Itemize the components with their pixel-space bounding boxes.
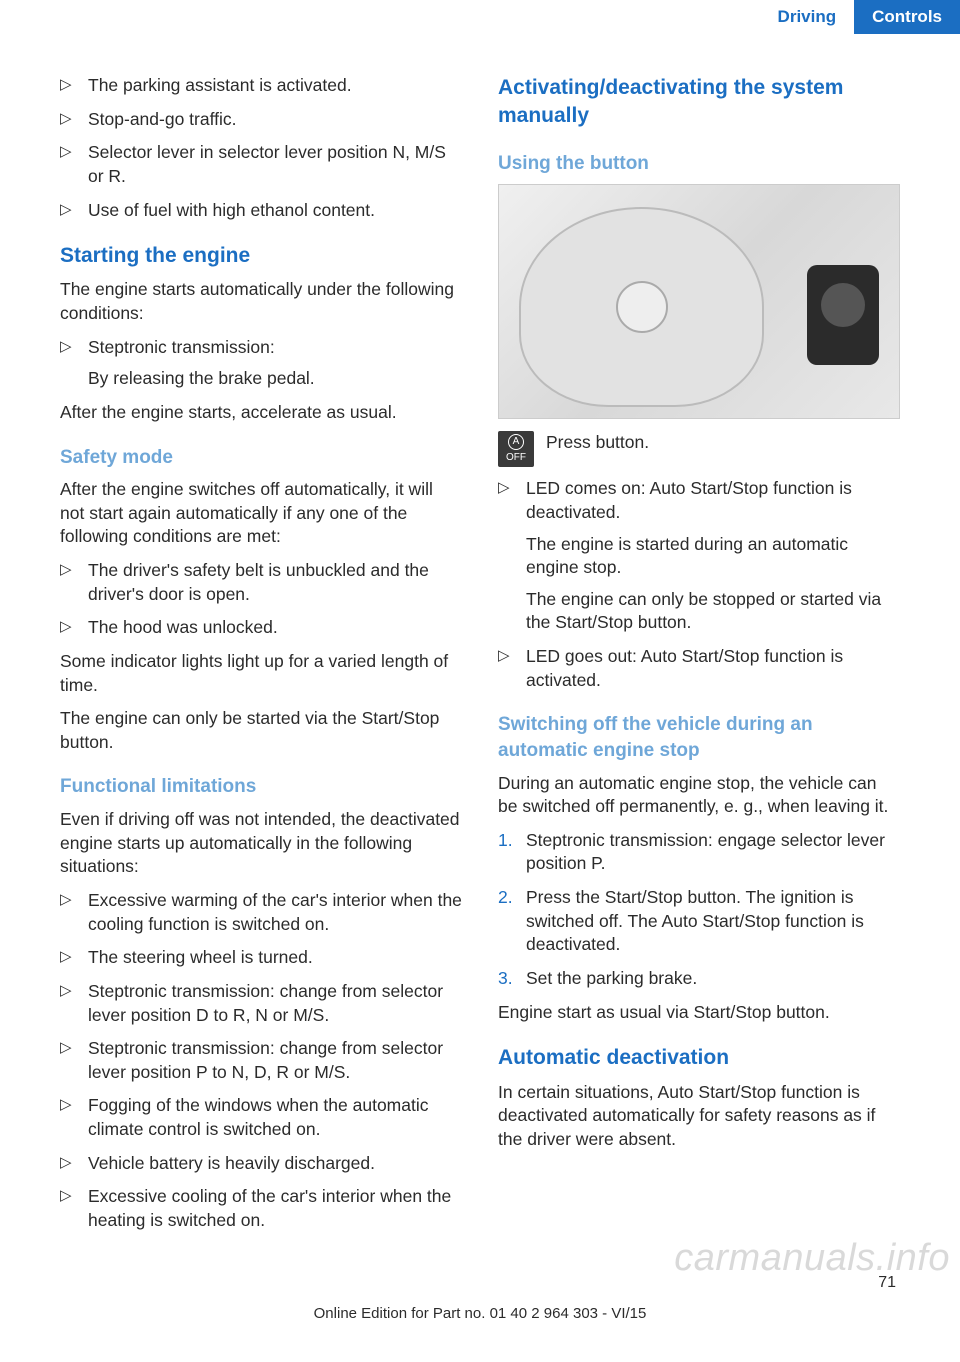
header-tabs: Driving Controls	[0, 0, 960, 34]
press-button-label: Press button.	[546, 431, 649, 455]
list-item: Steptronic transmission: change from se­…	[60, 980, 462, 1027]
left-column: The parking assistant is activated. Stop…	[60, 74, 462, 1264]
list-item: The parking assistant is activated.	[60, 74, 462, 98]
start-stop-button-shape	[807, 265, 879, 365]
body-text: The engine starts automatically under th…	[60, 278, 462, 325]
step-item: 1. Steptronic transmission: engage select…	[498, 829, 900, 876]
step-number: 3.	[498, 967, 513, 991]
list-item: Excessive warming of the car's interior …	[60, 889, 462, 936]
body-text: Even if driving off was not intended, th…	[60, 808, 462, 879]
tab-controls: Controls	[854, 0, 960, 34]
steering-wheel-shape	[519, 207, 764, 407]
switch-step-list: 1. Steptronic transmission: engage select…	[498, 829, 900, 991]
tab-driving: Driving	[760, 0, 855, 34]
step-number: 1.	[498, 829, 513, 853]
list-item: The driver's safety belt is unbuckled an…	[60, 559, 462, 606]
heading-automatic-deactivation: Automatic deactivation	[498, 1044, 900, 1072]
list-item: Steptronic transmission: By releasing th…	[60, 336, 462, 391]
content-columns: The parking assistant is activated. Stop…	[0, 34, 960, 1264]
step-text: Press the Start/Stop button. The ignitio…	[526, 887, 864, 954]
list-item-text: Steptronic transmission:	[88, 337, 275, 357]
step-number: 2.	[498, 886, 513, 910]
footer-line: Online Edition for Part no. 01 40 2 964 …	[0, 1304, 960, 1324]
heading-functional-limitations: Functional limitations	[60, 774, 462, 800]
right-column: Activating/deactivating the system manua…	[498, 74, 900, 1264]
list-item: LED comes on: Auto Start/Stop function i…	[498, 477, 900, 635]
step-text: Steptronic transmission: engage selector…	[526, 830, 885, 874]
a-off-icon-off: OFF	[506, 451, 526, 465]
a-off-icon: A OFF	[498, 431, 534, 467]
list-item: Use of fuel with high ethanol content.	[60, 199, 462, 223]
func-bullet-list: Excessive warming of the car's interior …	[60, 889, 462, 1233]
list-item: The steering wheel is turned.	[60, 946, 462, 970]
body-text: After the engine starts, accelerate as u…	[60, 401, 462, 425]
body-text: Engine start as usual via Start/Stop but…	[498, 1001, 900, 1025]
list-item: Steptronic transmission: change from se­…	[60, 1037, 462, 1084]
body-text: After the engine switches off automatica…	[60, 478, 462, 549]
step-text: Set the parking brake.	[526, 968, 697, 988]
list-item-extra: The engine can only be stopped or starte…	[526, 588, 900, 635]
safety-bullet-list: The driver's safety belt is unbuckled an…	[60, 559, 462, 640]
list-item: Selector lever in selector lever positio…	[60, 141, 462, 188]
a-off-icon-letter: A	[508, 434, 524, 450]
list-item: Excessive cooling of the car's interior …	[60, 1185, 462, 1232]
list-item-extra: The engine is started during an automati…	[526, 533, 900, 580]
led-bullet-list: LED comes on: Auto Start/Stop function i…	[498, 477, 900, 692]
heading-activating-system: Activating/deactivating the system manua…	[498, 74, 900, 131]
body-text: In certain situations, Auto Start/Stop f…	[498, 1081, 900, 1152]
intro-bullet-list: The parking assistant is activated. Stop…	[60, 74, 462, 222]
steering-wheel-image	[498, 184, 900, 419]
list-item: Fogging of the windows when the auto­mat…	[60, 1094, 462, 1141]
step-item: 3. Set the parking brake.	[498, 967, 900, 991]
list-item-sub: By releasing the brake pedal.	[88, 367, 462, 391]
list-item: LED goes out: Auto Start/Stop function i…	[498, 645, 900, 692]
step-item: 2. Press the Start/Stop button. The ignit…	[498, 886, 900, 957]
heading-switching-off: Switching off the vehicle during an auto…	[498, 712, 900, 763]
heading-using-button: Using the button	[498, 151, 900, 177]
body-text: During an automatic engine stop, the veh…	[498, 772, 900, 819]
list-item: Vehicle battery is heavily discharged.	[60, 1152, 462, 1176]
list-item-text: LED comes on: Auto Start/Stop function i…	[526, 478, 852, 522]
body-text: The engine can only be started via the S…	[60, 707, 462, 754]
body-text: Some indicator lights light up for a var…	[60, 650, 462, 697]
list-item: Stop-and-go traffic.	[60, 108, 462, 132]
heading-safety-mode: Safety mode	[60, 445, 462, 471]
start-bullet-list: Steptronic transmission: By releasing th…	[60, 336, 462, 391]
list-item: The hood was unlocked.	[60, 616, 462, 640]
heading-starting-engine: Starting the engine	[60, 242, 462, 270]
page-number: 71	[878, 1272, 896, 1294]
a-off-row: A OFF Press button.	[498, 431, 900, 467]
